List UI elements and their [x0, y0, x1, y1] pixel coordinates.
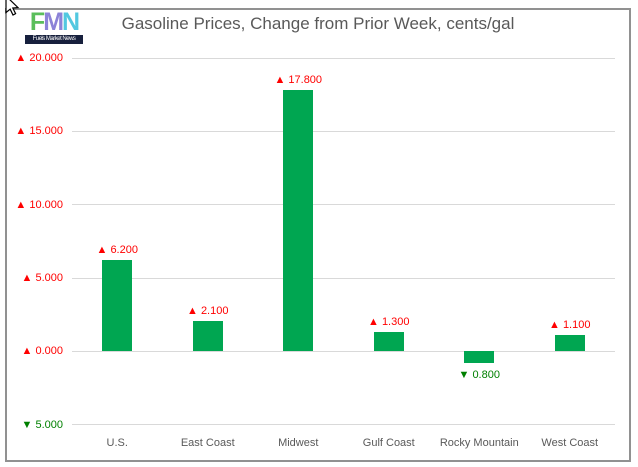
y-axis-tick-label: ▲ 15.000	[15, 125, 63, 138]
y-axis-tick-label: ▲ 10.000	[15, 198, 63, 211]
logo-letter: N	[62, 8, 80, 36]
x-axis-category-label: Gulf Coast	[362, 437, 415, 449]
gridline	[72, 204, 615, 206]
bar-rocky-mountain	[464, 351, 495, 364]
gridline	[72, 350, 615, 352]
chart-title: Gasoline Prices, Change from Prior Week,…	[121, 14, 515, 33]
bar-data-label: ▲ 17.800	[274, 74, 323, 87]
bar-data-label: ▲ 6.200	[96, 244, 138, 257]
x-axis-category-label: West Coast	[541, 437, 599, 449]
y-axis-tick-label: ▼ 5.000	[21, 418, 63, 431]
x-axis-category-label: East Coast	[180, 437, 235, 449]
x-axis-category-label: Midwest	[278, 437, 319, 449]
logo-letter: F	[29, 8, 45, 36]
bar-gulf-coast	[373, 332, 404, 352]
bar-midwest	[283, 90, 314, 352]
bar-data-label: ▲ 1.100	[549, 319, 591, 332]
x-axis-category-label: U.S.	[106, 437, 128, 449]
bar-data-label: ▲ 1.300	[368, 316, 410, 329]
gridline	[72, 130, 615, 132]
bar-west-coast	[554, 335, 585, 352]
x-axis-category-label: Rocky Mountain	[439, 437, 519, 449]
gridline	[72, 57, 615, 59]
gridline	[72, 424, 615, 426]
logo-subtitle: Fuels Market News	[25, 35, 83, 44]
mouse-cursor-icon	[5, 0, 20, 16]
bar-data-label: ▼ 0.800	[458, 369, 500, 382]
y-axis-tick-label: ▲ 20.000	[15, 52, 63, 64]
gridline	[72, 277, 615, 279]
bar-east-coast	[192, 320, 223, 352]
bar-data-label: ▲ 2.100	[187, 304, 229, 317]
logo-letter: M	[43, 8, 64, 36]
plot-area: ▲ 20.000 ▲ 15.000 ▲ 10.000 ▲ 5.000 ▲ 0.000 ▼ …	[7, 10, 629, 460]
y-axis-tick-label: ▲ 5.000	[21, 272, 63, 285]
y-axis-tick-label: ▲ 0.000	[21, 345, 63, 358]
bar-u-s	[102, 260, 133, 352]
